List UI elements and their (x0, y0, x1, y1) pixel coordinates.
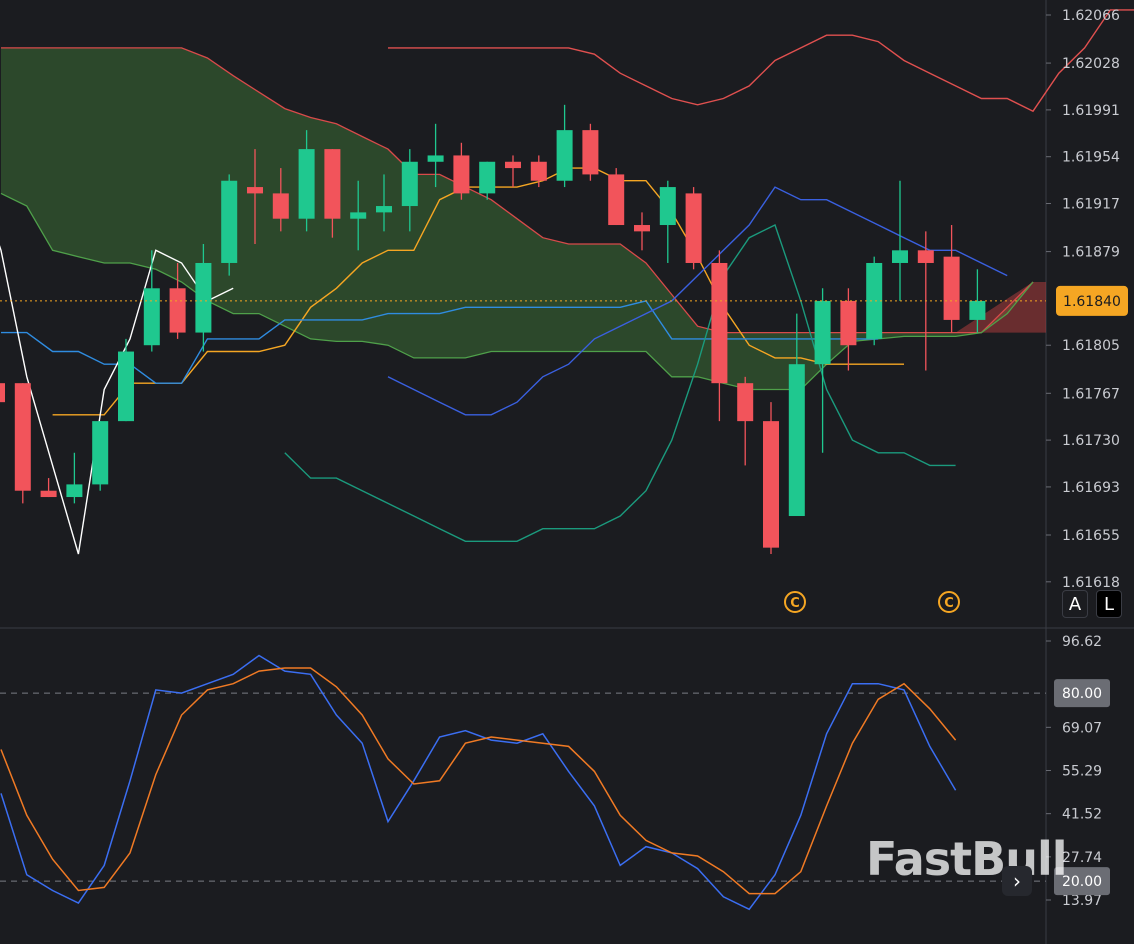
current-price-label: 1.61840 (1063, 294, 1121, 310)
candle-body (659, 187, 676, 226)
candle-body (14, 383, 31, 491)
level-badge (1054, 679, 1110, 708)
candle-body (917, 250, 934, 263)
price-tick-label: 1.61618 (1062, 575, 1120, 591)
candle-body (582, 130, 599, 175)
candle-body (0, 383, 5, 403)
osc-tick-label: 96.62 (1062, 634, 1102, 650)
candle-body (169, 288, 186, 333)
price-tick-label: 1.61767 (1062, 386, 1120, 402)
price-tick-label: 1.61991 (1062, 103, 1120, 119)
candle-body (505, 161, 521, 169)
ichimoku-cloud-bear (955, 281, 1046, 333)
osc-tick-label: 27.74 (1062, 850, 1102, 866)
price-tick-label: 1.61805 (1062, 338, 1120, 354)
event-marker-icon (938, 591, 960, 613)
cloud-span-b (0, 192, 1034, 391)
event-marker-label: C (944, 596, 954, 611)
stochastic-line-d (0, 667, 957, 895)
candle-body (401, 161, 418, 207)
candle-body (324, 149, 341, 219)
level-badge-label: 20.00 (1062, 874, 1102, 890)
price-tick-label: 1.61655 (1062, 528, 1120, 544)
osc-tick-label: 55.29 (1062, 764, 1102, 780)
candle-body (350, 212, 367, 219)
candle-body (608, 174, 625, 226)
candle-body (118, 351, 134, 422)
candle-body (298, 149, 315, 219)
osc-tick-label: 13.97 (1062, 893, 1102, 909)
current-price-badge (1056, 285, 1128, 316)
price-tick-label: 1.62066 (1062, 8, 1120, 24)
candle-body (943, 256, 960, 320)
osc-tick-label: 69.07 (1062, 720, 1102, 736)
candle-body (866, 262, 883, 339)
level-badge (1054, 867, 1110, 896)
indicator-line-kijun (1, 300, 879, 384)
candle-body (788, 364, 805, 517)
watermark-logo: FastBull (866, 832, 1067, 886)
candle-body (221, 180, 238, 263)
candle-body (556, 130, 573, 181)
candle-body (143, 288, 160, 346)
log-scale-button[interactable]: L (1096, 590, 1122, 618)
price-tick-label: 1.61917 (1062, 197, 1120, 213)
indicator-line-upper_band (388, 9, 1134, 113)
candle-body (272, 193, 289, 219)
candle-body (634, 225, 650, 232)
indicator-line-middle_band (387, 186, 1008, 416)
candle-body (530, 161, 547, 181)
candle-body (685, 193, 702, 263)
indicator-line-lower_band (284, 224, 956, 542)
price-tick-label: 1.61693 (1062, 480, 1120, 496)
price-tick-label: 1.61730 (1062, 433, 1120, 449)
auto-scale-button[interactable]: A (1062, 590, 1088, 618)
candle-body (66, 484, 83, 498)
chevron-right-icon[interactable]: › (1002, 866, 1032, 896)
candle-body (40, 490, 57, 498)
level-badge-label: 80.00 (1062, 686, 1102, 702)
candle-body (195, 262, 212, 333)
osc-tick-label: 41.52 (1062, 807, 1102, 823)
event-marker-icon (784, 591, 806, 613)
candle-body (892, 250, 908, 263)
candle-body (92, 421, 109, 485)
indicator-line-lagging (0, 245, 234, 555)
price-tick-label: 1.61954 (1062, 150, 1120, 166)
cloud-span-a (1, 47, 1034, 334)
event-marker-label: C (790, 596, 800, 611)
candle-body (376, 206, 392, 213)
candle-body (427, 155, 444, 162)
candle-body (479, 161, 496, 194)
candle-body (247, 187, 263, 194)
candle-body (453, 155, 470, 194)
candle-body (737, 383, 754, 422)
stochastic-line-k (0, 654, 957, 911)
price-tick-label: 1.61879 (1062, 245, 1120, 261)
price-tick-label: 1.62028 (1062, 56, 1120, 72)
candle-body (711, 262, 728, 384)
candle-body (763, 421, 779, 548)
candle-body (814, 300, 831, 365)
indicator-line-tenkan (52, 167, 904, 416)
candle-body (840, 300, 857, 346)
candle-body (969, 300, 986, 320)
